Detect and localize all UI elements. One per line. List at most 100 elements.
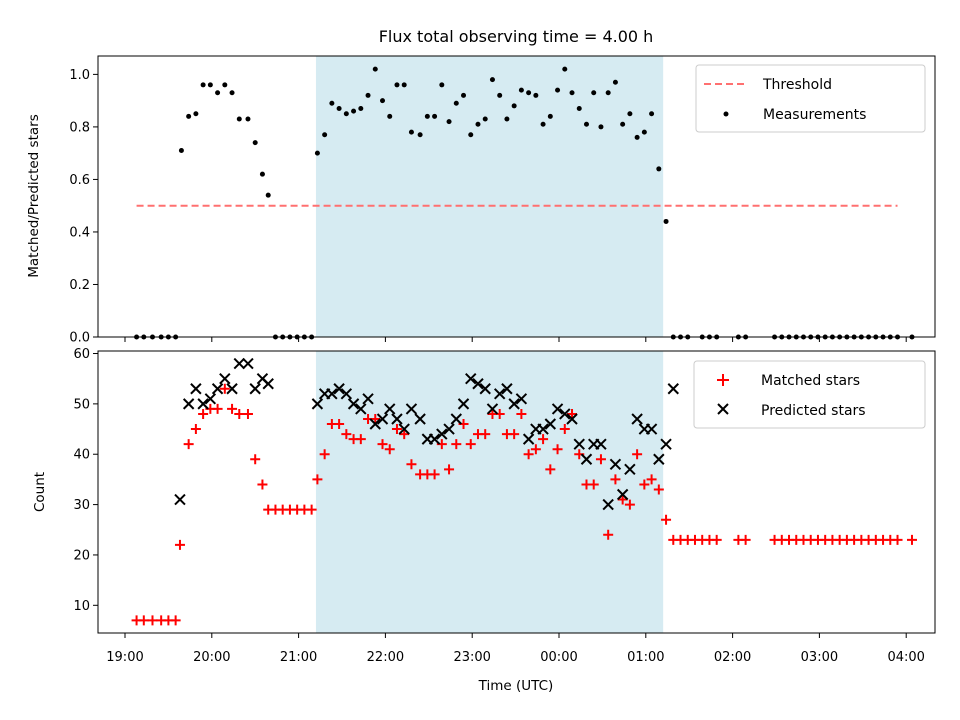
predicted-star-point — [211, 383, 224, 395]
measurement-point — [656, 166, 662, 172]
chart-title: Flux total observing time = 4.00 h — [379, 27, 654, 46]
matched-star-point — [319, 449, 330, 460]
bottom-xlabel: Time (UTC) — [478, 678, 554, 694]
predicted-star-point — [262, 378, 274, 390]
predicted-star-point — [508, 398, 520, 410]
predicted-star-point — [544, 418, 557, 430]
matched-star-point — [646, 474, 657, 485]
measurement-point — [583, 121, 589, 127]
matched-star-point — [219, 383, 230, 394]
measurement-point — [178, 148, 184, 154]
predicted-star-point — [522, 433, 535, 445]
predicted-star-point — [226, 383, 238, 395]
predicted-star-point — [645, 423, 658, 435]
matched-star-point — [257, 479, 268, 490]
measurement-point — [627, 111, 633, 117]
predicted-star-point — [660, 438, 672, 450]
bottom-ytick-label: 40 — [73, 448, 90, 463]
measurement-point — [387, 113, 393, 119]
matched-star-point — [377, 439, 388, 450]
predicted-star-point — [182, 398, 195, 410]
bottom-legend: Matched stars Predicted stars — [693, 360, 926, 429]
predicted-star-point — [457, 398, 470, 410]
matched-star-point — [545, 464, 556, 475]
predicted-star-point — [233, 357, 245, 370]
matched-star-point — [355, 434, 366, 445]
predicted-star-point — [249, 383, 261, 395]
measurement-point — [329, 100, 335, 106]
bottom-legend-box — [693, 360, 926, 429]
matched-star-point — [661, 514, 672, 525]
measurement-point — [372, 66, 378, 72]
predicted-star-point — [515, 393, 528, 405]
predicted-star-point — [174, 493, 186, 506]
measurement-point — [314, 150, 320, 156]
predicted-star-point — [204, 393, 217, 405]
legend-threshold-label: Threshold — [762, 77, 832, 93]
matched-star-point — [624, 499, 635, 510]
measurement-point — [394, 82, 400, 88]
measurement-point — [482, 116, 488, 122]
predicted-star-point — [472, 378, 484, 390]
matched-star-point — [610, 474, 621, 485]
matched-star-point — [212, 403, 223, 414]
predicted-star-point — [631, 413, 643, 425]
predicted-star-point — [501, 383, 513, 395]
predicted-star-point — [242, 357, 254, 370]
matched-star-point — [174, 539, 185, 550]
bottom-xtick-label: 02:00 — [714, 650, 751, 665]
measurement-point — [351, 108, 357, 114]
matched-star-point — [170, 615, 181, 626]
bottom-ytick-label: 50 — [73, 397, 90, 412]
top-ytick-label: 0.4 — [69, 225, 90, 240]
measurement-point — [424, 113, 430, 119]
measurement-point — [322, 132, 328, 138]
measurement-point — [222, 82, 228, 88]
bottom-xtick-label: 03:00 — [801, 650, 838, 665]
matched-star-point — [444, 464, 455, 475]
bottom-ytick-label: 60 — [73, 347, 90, 362]
measurement-point — [605, 90, 611, 96]
bottom-xtick-label: 21:00 — [280, 650, 317, 665]
measurement-point — [401, 82, 407, 88]
measurement-point — [576, 106, 582, 112]
bottom-xtick-label: 19:00 — [106, 650, 143, 665]
predicted-star-point — [479, 383, 491, 395]
bottom-ytick-label: 30 — [73, 498, 90, 513]
observing-window-shade-top — [315, 56, 664, 337]
measurement-point — [380, 98, 386, 104]
bottom-xtick-label: 22:00 — [367, 650, 404, 665]
matched-star-point — [892, 534, 903, 545]
predicted-star-point — [465, 372, 477, 385]
legend-matched-label: Matched stars — [761, 373, 860, 389]
bottom-xtick-label: 23:00 — [453, 650, 490, 665]
matched-star-point — [341, 429, 352, 440]
matched-star-point — [334, 419, 345, 430]
predicted-star-point — [493, 388, 506, 400]
matched-star-point — [595, 454, 606, 465]
top-legend-box — [695, 64, 926, 133]
measurement-point — [446, 119, 452, 125]
predicted-star-point — [384, 403, 396, 415]
measurement-point — [365, 92, 371, 98]
predicted-star-point — [333, 383, 345, 395]
measurement-point — [504, 116, 510, 122]
measurement-point — [540, 121, 546, 127]
bottom-ytick-label: 10 — [73, 599, 90, 614]
matched-star-point — [588, 479, 599, 490]
predicted-star-point — [653, 453, 665, 465]
measurement-point — [245, 116, 251, 122]
predicted-star-point — [616, 488, 629, 501]
measurement-point — [569, 90, 575, 96]
matched-star-point — [538, 434, 549, 445]
matched-star-point — [603, 529, 614, 540]
matched-star-point — [567, 408, 578, 419]
measurement-point — [193, 111, 199, 117]
measurement-point — [555, 87, 561, 93]
legend-measurements-label: Measurements — [763, 107, 866, 123]
measurement-point — [432, 113, 438, 119]
matched-star-point — [406, 459, 417, 470]
matched-star-point — [312, 474, 323, 485]
observing-window-shade-bottom — [315, 351, 664, 633]
